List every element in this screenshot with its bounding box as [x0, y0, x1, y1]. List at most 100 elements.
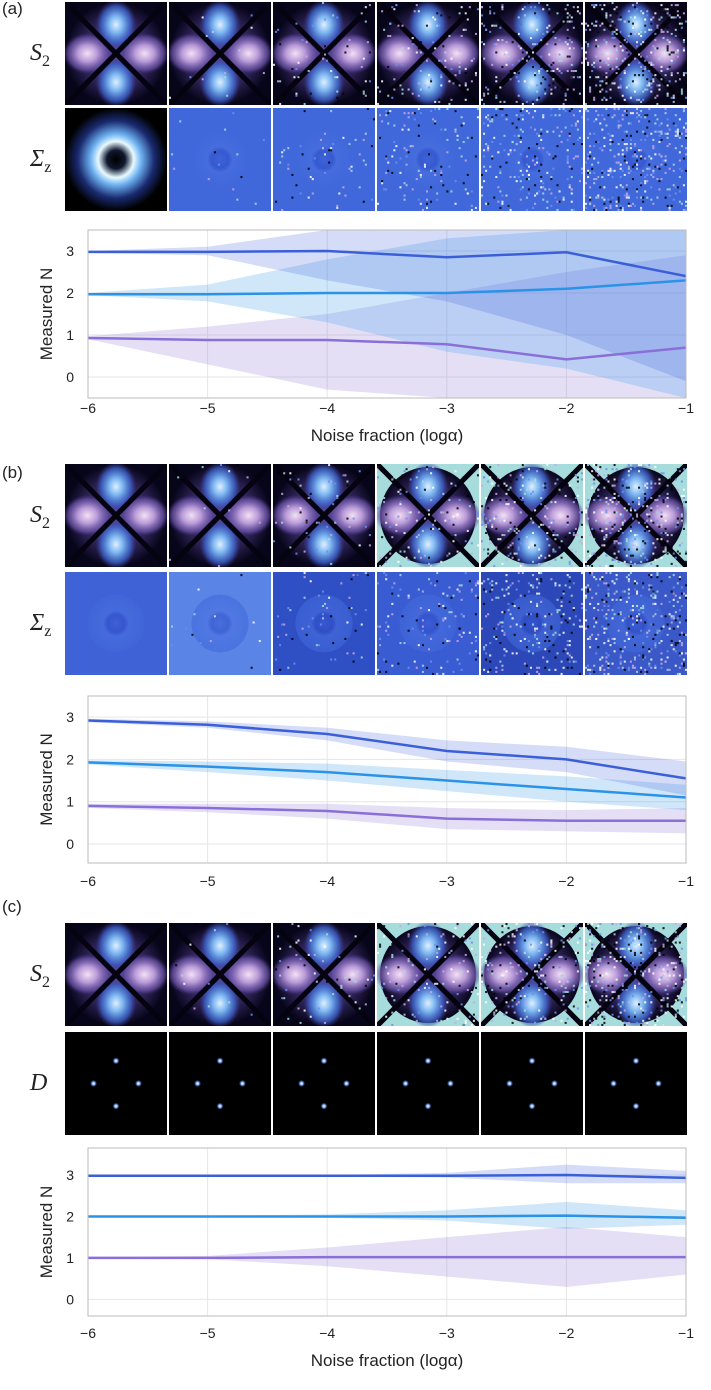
noise: [566, 55, 569, 58]
noise: [497, 464, 500, 467]
noise: [440, 165, 443, 168]
noise: [607, 584, 610, 587]
noise: [633, 949, 636, 952]
noise: [603, 474, 606, 477]
noise: [407, 958, 410, 961]
noise: [587, 464, 590, 467]
noise: [597, 468, 600, 471]
noise: [483, 180, 486, 183]
noise: [171, 644, 174, 647]
noise: [597, 76, 600, 79]
noise: [605, 511, 608, 514]
noise: [495, 596, 498, 599]
noise: [534, 1021, 537, 1024]
noise: [666, 997, 669, 1000]
noise: [684, 134, 687, 137]
noise: [450, 611, 453, 614]
noise: [593, 490, 596, 493]
noise: [684, 560, 687, 563]
noise: [601, 175, 604, 179]
noise: [550, 175, 553, 179]
noise: [366, 108, 369, 111]
noise: [385, 521, 388, 524]
noise: [605, 90, 608, 93]
noise: [615, 978, 618, 981]
noise: [544, 953, 547, 956]
noise: [633, 588, 636, 591]
noise: [179, 120, 182, 123]
noise: [419, 41, 422, 44]
x-tick-label: −2: [558, 400, 574, 416]
noise: [568, 132, 571, 135]
noise: [566, 990, 569, 994]
noise: [464, 82, 467, 85]
noise: [228, 509, 231, 512]
noise: [662, 1023, 665, 1026]
noise: [640, 110, 643, 113]
noise: [519, 110, 522, 113]
noise: [442, 592, 445, 595]
noise: [646, 486, 649, 489]
noise: [413, 10, 416, 13]
noise: [631, 155, 634, 158]
noise: [476, 596, 479, 599]
noise: [670, 1005, 673, 1008]
series-group: [88, 230, 686, 398]
noise: [538, 988, 541, 991]
noise: [538, 966, 541, 969]
noise: [676, 521, 679, 524]
noise: [405, 490, 408, 493]
noise: [595, 20, 598, 23]
noise: [532, 159, 535, 162]
noise: [650, 519, 653, 522]
noise: [442, 933, 445, 936]
lobe: [303, 978, 345, 1026]
noise: [321, 2, 324, 5]
noise: [654, 939, 657, 942]
noise: [515, 180, 518, 183]
dot: [401, 1079, 410, 1088]
noise: [527, 590, 530, 593]
noise: [189, 76, 192, 79]
noise: [570, 192, 573, 195]
noise: [509, 527, 512, 530]
noise: [601, 88, 604, 91]
noise: [458, 984, 461, 987]
noise: [383, 982, 386, 985]
noise: [593, 65, 596, 68]
noise: [656, 576, 659, 579]
noise: [501, 108, 504, 111]
noise: [670, 644, 673, 647]
noise: [633, 151, 636, 154]
noise: [656, 165, 659, 168]
noise: [650, 576, 653, 579]
noise: [603, 631, 606, 634]
noise: [489, 519, 492, 522]
noise: [309, 92, 312, 95]
noise: [599, 16, 602, 19]
noise: [434, 519, 437, 522]
noise: [642, 642, 645, 645]
noise: [483, 476, 486, 479]
noise: [364, 132, 367, 135]
noise: [613, 45, 616, 48]
noise: [597, 1023, 600, 1026]
noise: [648, 167, 651, 170]
noise: [593, 617, 596, 620]
noise: [560, 140, 563, 144]
noise: [631, 178, 634, 181]
noise: [326, 1003, 329, 1006]
noise: [680, 652, 683, 655]
noise: [650, 186, 653, 189]
noise: [680, 1005, 683, 1008]
noise: [332, 14, 335, 17]
noise: [540, 505, 543, 508]
noise: [546, 69, 549, 73]
noise: [509, 966, 512, 969]
noise: [662, 997, 665, 1000]
noise: [580, 22, 583, 25]
noise: [291, 67, 294, 70]
noise: [613, 102, 616, 105]
noise: [589, 554, 592, 557]
noise: [613, 943, 616, 946]
